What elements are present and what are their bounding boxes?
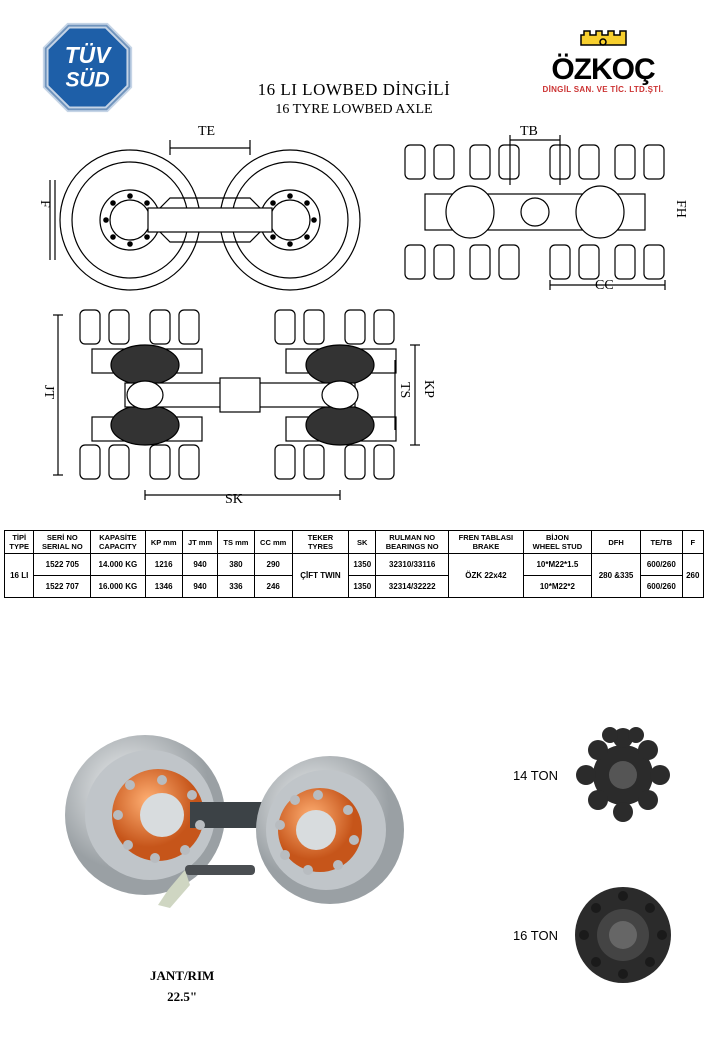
cell: 32314/32222	[376, 576, 449, 598]
col-header: KAPASİTECAPACITY	[91, 531, 145, 554]
hub-14ton: 14 TON	[498, 720, 678, 830]
cell: 1522 707	[34, 576, 91, 598]
gear-icon	[523, 25, 683, 51]
col-header: TİPİTYPE	[5, 531, 34, 554]
rim-label: JANT/RIM 22.5"	[150, 966, 214, 1008]
col-header: KP mm	[145, 531, 182, 554]
col-header: TE/TB	[641, 531, 683, 554]
label-sk: SK	[225, 492, 243, 508]
label-tb: TB	[520, 124, 538, 140]
col-header: JT mm	[182, 531, 217, 554]
cell: ÇİFT TWIN	[292, 554, 349, 598]
cell: ÖZK 22x42	[449, 554, 524, 598]
cell: 32310/33116	[376, 554, 449, 576]
cell: 1216	[145, 554, 182, 576]
cell: 336	[218, 576, 254, 598]
cell: 16.000 KG	[91, 576, 145, 598]
cell: 1522 705	[34, 554, 91, 576]
label-fh: FH	[672, 200, 688, 218]
col-header: RULMAN NOBEARINGS NO	[376, 531, 449, 554]
title-sub: 16 TYRE LOWBED AXLE	[0, 102, 708, 118]
cell: 1350	[349, 554, 376, 576]
svg-text:TÜV: TÜV	[65, 42, 112, 68]
label-jt: JT	[40, 385, 56, 399]
axle-3d-render	[50, 710, 420, 940]
cell: 14.000 KG	[91, 554, 145, 576]
hub-16-label: 16 TON	[498, 928, 558, 943]
cell: 280 &335	[592, 554, 641, 598]
cell: 940	[182, 554, 217, 576]
col-header: BİJONWHEEL STUD	[523, 531, 591, 554]
cell: 1350	[349, 576, 376, 598]
page-titles: 16 LI LOWBED DİNGİLİ 16 TYRE LOWBED AXLE	[0, 80, 708, 118]
rim-title: JANT/RIM	[150, 966, 214, 987]
label-te: TE	[198, 124, 215, 140]
label-ts: TS	[396, 382, 412, 398]
render-area: JANT/RIM 22.5" 14 TON 16 TON	[0, 680, 708, 1038]
hub-icon	[568, 720, 678, 830]
cell: 10*M22*1.5	[523, 554, 591, 576]
spec-table: TİPİTYPESERİ NOSERIAL NOKAPASİTECAPACITY…	[4, 530, 704, 598]
col-header: FREN TABLASIBRAKE	[449, 531, 524, 554]
cell: 1346	[145, 576, 182, 598]
col-header: SK	[349, 531, 376, 554]
cell: 940	[182, 576, 217, 598]
cell: 260	[682, 554, 703, 598]
rim-size: 22.5"	[150, 987, 214, 1008]
hub-icon	[568, 880, 678, 990]
header: TÜV SÜD ÖZKOÇ DİNGİL SAN. VE TİC. LTD.ŞT…	[0, 0, 708, 120]
cell: 380	[218, 554, 254, 576]
col-header: CC mm	[254, 531, 292, 554]
technical-diagram: TE F TB FH CC	[40, 130, 668, 500]
col-header: DFH	[592, 531, 641, 554]
hub-14-label: 14 TON	[498, 768, 558, 783]
hub-16ton: 16 TON	[498, 880, 678, 990]
col-header: TS mm	[218, 531, 254, 554]
cell: 290	[254, 554, 292, 576]
cell: 16 LI	[5, 554, 34, 598]
col-header: F	[682, 531, 703, 554]
label-cc: CC	[595, 278, 614, 294]
label-f: F	[36, 200, 52, 208]
label-kp: KP	[420, 380, 436, 398]
cell: 246	[254, 576, 292, 598]
cell: 600/260	[641, 554, 683, 576]
cell: 10*M22*2	[523, 576, 591, 598]
title-main: 16 LI LOWBED DİNGİLİ	[0, 80, 708, 100]
cell: 600/260	[641, 576, 683, 598]
col-header: SERİ NOSERIAL NO	[34, 531, 91, 554]
col-header: TEKERTYRES	[292, 531, 349, 554]
